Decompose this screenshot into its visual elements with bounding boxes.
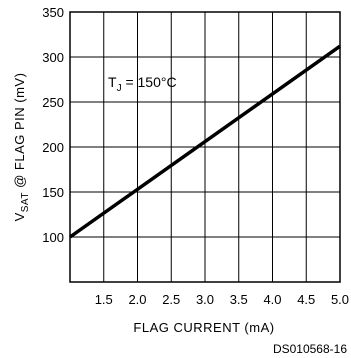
y-tick-label: 350 (42, 5, 64, 20)
x-tick-label: 3.5 (230, 292, 248, 307)
y-tick-label: 200 (42, 140, 64, 155)
y-tick-label: 300 (42, 50, 64, 65)
y-axis-title-subscript: SAT (20, 192, 31, 212)
y-axis-title: VSAT @ FLAG PIN (mV) (12, 73, 31, 222)
x-tick-label: 4.0 (263, 292, 281, 307)
x-tick-labels: 1.5 2.0 2.5 3.0 3.5 4.0 4.5 5.0 (95, 292, 349, 307)
temperature-annotation: TJ = 150°C (108, 74, 177, 94)
x-tick-label: 4.5 (297, 292, 315, 307)
series-layer (68, 44, 342, 239)
grid (70, 12, 340, 282)
x-tick-label: 2.0 (128, 292, 146, 307)
plot-frame (69, 11, 341, 283)
y-axis-title-rest: @ FLAG PIN (mV) (12, 73, 27, 192)
x-axis-title: FLAG CURRENT (mA) (133, 320, 274, 335)
annotation-rest: = 150°C (122, 74, 177, 90)
x-tick-label: 3.0 (196, 292, 214, 307)
annotation-subscript: J (117, 83, 122, 94)
annotation-main: T (108, 74, 117, 90)
y-tick-label: 250 (42, 95, 64, 110)
y-tick-label: 100 (42, 230, 64, 245)
y-tick-label: 150 (42, 185, 64, 200)
figure-code: DS010568-16 (273, 342, 347, 356)
x-tick-label: 5.0 (331, 292, 349, 307)
x-tick-label: 1.5 (95, 292, 113, 307)
y-axis-title-main: V (12, 212, 27, 221)
x-tick-label: 2.5 (162, 292, 180, 307)
y-tick-labels: 100 150 200 250 300 350 (42, 5, 64, 245)
series-line (68, 44, 342, 239)
